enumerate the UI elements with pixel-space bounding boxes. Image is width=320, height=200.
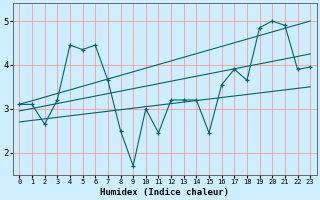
X-axis label: Humidex (Indice chaleur): Humidex (Indice chaleur) [100, 188, 229, 197]
